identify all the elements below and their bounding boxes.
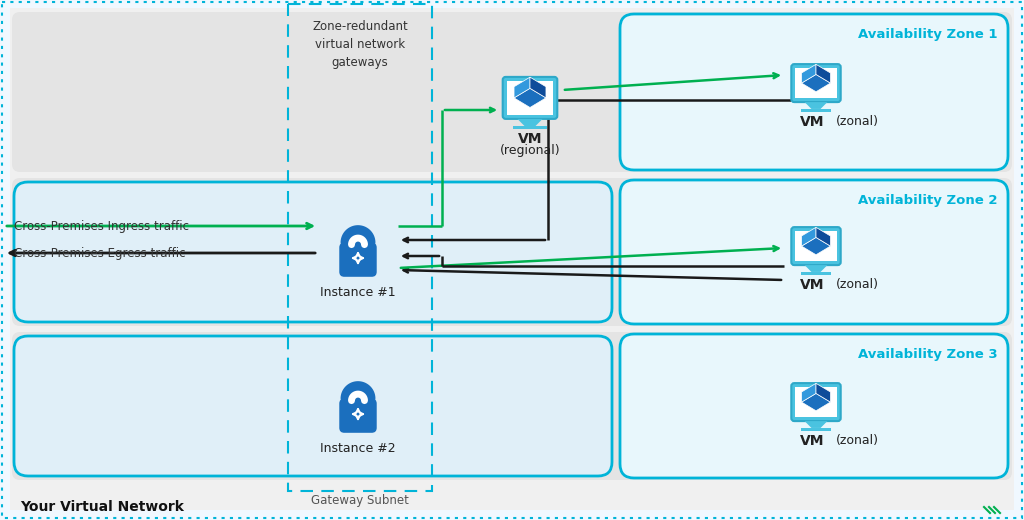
Polygon shape xyxy=(517,119,543,126)
Polygon shape xyxy=(802,64,816,83)
Text: Your Virtual Network: Your Virtual Network xyxy=(20,500,184,514)
Polygon shape xyxy=(801,272,831,275)
FancyBboxPatch shape xyxy=(792,64,841,102)
Text: Cross-Premises Ingress traffic: Cross-Premises Ingress traffic xyxy=(14,219,189,232)
Polygon shape xyxy=(801,428,831,431)
FancyBboxPatch shape xyxy=(792,227,841,265)
Text: Cross-Premises Egress traffic: Cross-Premises Egress traffic xyxy=(14,246,185,259)
Text: Instance #2: Instance #2 xyxy=(321,442,396,455)
FancyBboxPatch shape xyxy=(507,81,553,115)
Polygon shape xyxy=(802,238,830,255)
FancyBboxPatch shape xyxy=(14,336,612,476)
Polygon shape xyxy=(802,394,830,411)
FancyBboxPatch shape xyxy=(12,12,1012,172)
Text: (zonal): (zonal) xyxy=(836,115,879,128)
Text: (zonal): (zonal) xyxy=(836,278,879,291)
FancyBboxPatch shape xyxy=(12,178,1012,326)
Polygon shape xyxy=(816,64,830,83)
Polygon shape xyxy=(530,77,546,98)
Text: VM: VM xyxy=(800,434,824,448)
Polygon shape xyxy=(816,383,830,402)
FancyBboxPatch shape xyxy=(10,8,1014,510)
FancyBboxPatch shape xyxy=(792,383,841,421)
Polygon shape xyxy=(816,227,830,246)
FancyBboxPatch shape xyxy=(796,68,837,98)
Text: (regional): (regional) xyxy=(500,144,560,157)
FancyBboxPatch shape xyxy=(620,334,1008,478)
Polygon shape xyxy=(513,126,547,129)
Polygon shape xyxy=(802,227,816,246)
Text: Zone-redundant
virtual network
gateways: Zone-redundant virtual network gateways xyxy=(312,20,408,69)
Polygon shape xyxy=(805,265,827,272)
Text: (zonal): (zonal) xyxy=(836,434,879,447)
FancyBboxPatch shape xyxy=(12,332,1012,480)
Polygon shape xyxy=(802,383,816,402)
Text: Instance #1: Instance #1 xyxy=(321,286,396,299)
FancyBboxPatch shape xyxy=(14,182,612,322)
FancyBboxPatch shape xyxy=(503,77,557,119)
Text: VM: VM xyxy=(800,115,824,129)
Polygon shape xyxy=(805,421,827,428)
Text: Availability Zone 3: Availability Zone 3 xyxy=(858,348,998,361)
FancyBboxPatch shape xyxy=(339,243,377,277)
Text: VM: VM xyxy=(518,132,543,146)
Text: Gateway Subnet: Gateway Subnet xyxy=(311,493,409,506)
Polygon shape xyxy=(805,102,827,109)
Polygon shape xyxy=(514,77,530,98)
Text: VM: VM xyxy=(800,278,824,292)
Bar xyxy=(288,4,432,491)
FancyBboxPatch shape xyxy=(339,399,377,433)
Text: Availability Zone 2: Availability Zone 2 xyxy=(858,194,998,207)
FancyBboxPatch shape xyxy=(620,14,1008,170)
FancyBboxPatch shape xyxy=(620,180,1008,324)
Polygon shape xyxy=(514,88,546,108)
Text: Availability Zone 1: Availability Zone 1 xyxy=(858,28,998,41)
FancyBboxPatch shape xyxy=(796,387,837,417)
FancyBboxPatch shape xyxy=(796,231,837,261)
Polygon shape xyxy=(801,109,831,112)
Polygon shape xyxy=(802,74,830,92)
